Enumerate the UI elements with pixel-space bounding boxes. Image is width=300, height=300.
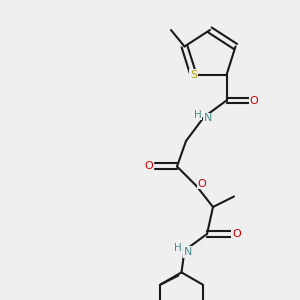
Text: S: S: [190, 70, 197, 80]
Text: H: H: [174, 243, 182, 253]
Text: H: H: [194, 110, 201, 120]
Text: O: O: [145, 161, 154, 172]
Text: N: N: [184, 247, 192, 257]
Text: O: O: [232, 229, 241, 239]
Text: N: N: [203, 113, 212, 124]
Text: O: O: [197, 178, 206, 189]
Text: O: O: [249, 95, 258, 106]
